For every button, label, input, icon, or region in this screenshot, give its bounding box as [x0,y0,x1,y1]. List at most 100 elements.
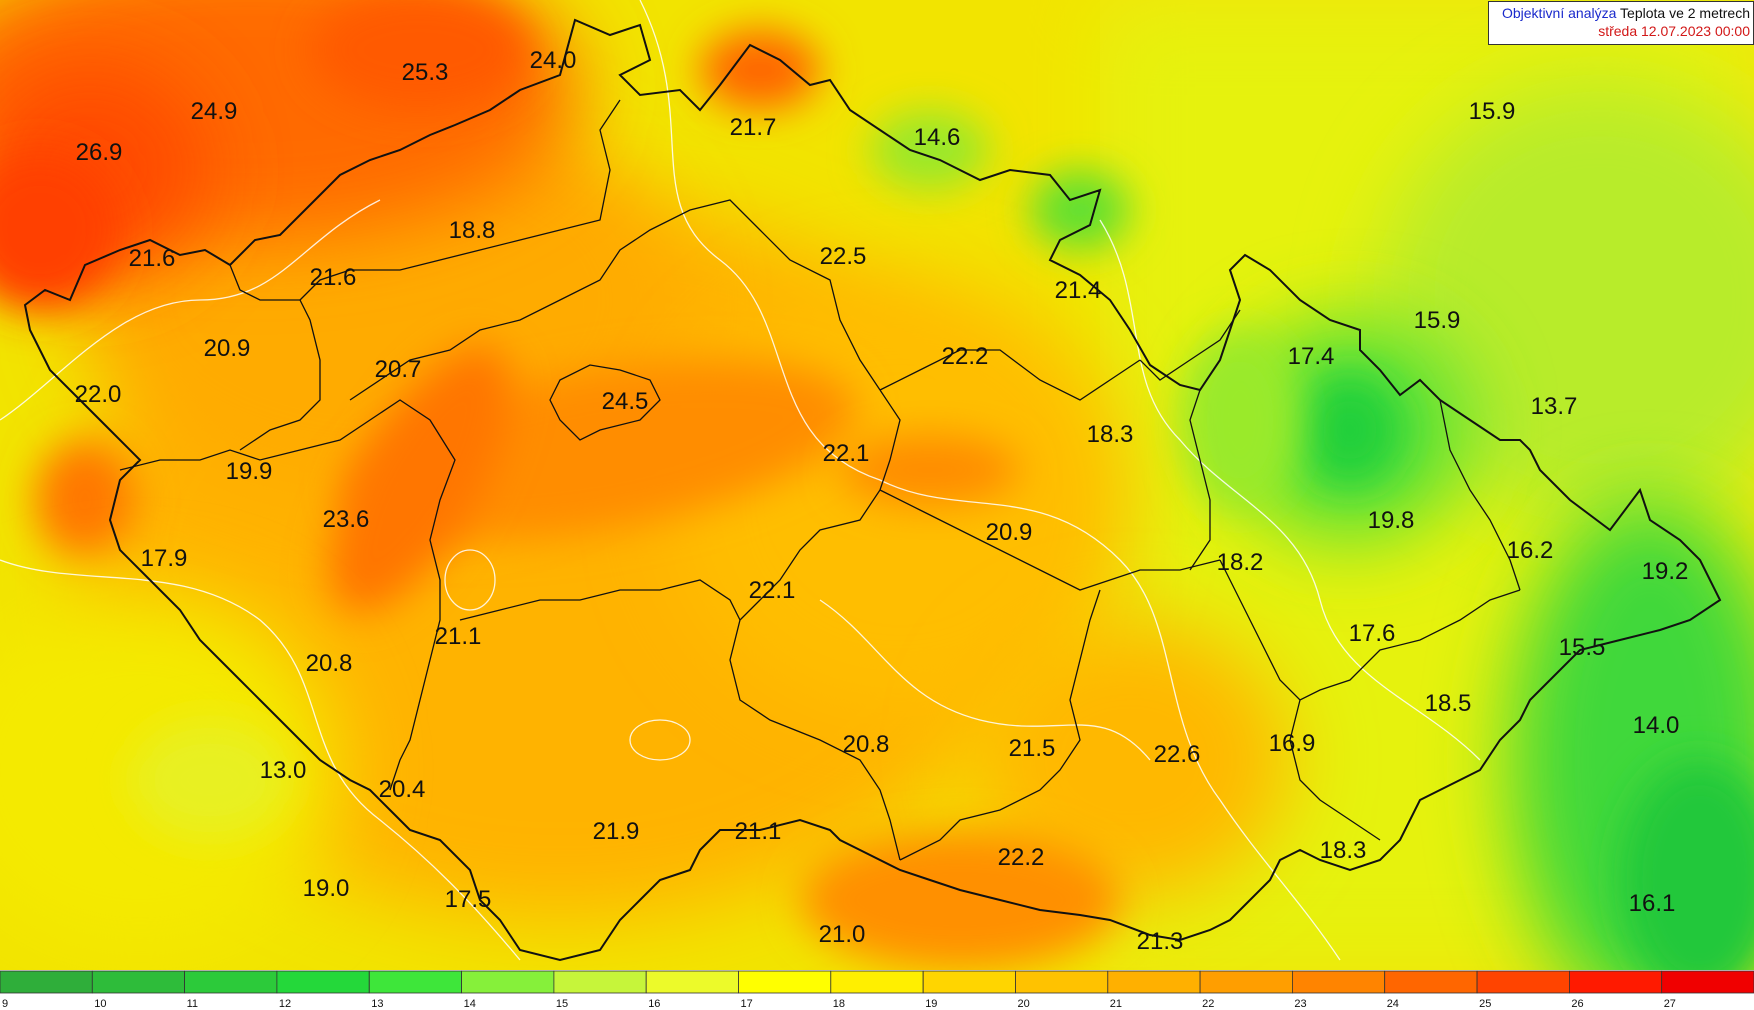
temperature-map: 25.3 24.0 24.9 26.9 21.7 14.6 15.9 18.8 22.5 21.6… [0,0,1754,970]
temperature-label: 15.9 [1414,307,1461,334]
legend-swatch [368,970,462,994]
temperature-label: 22.0 [75,381,122,408]
isotherms [0,0,1481,961]
temperature-label: 17.5 [445,886,492,913]
legend-swatch [276,970,370,994]
legend-tick-label: 12 [279,998,291,1010]
temperature-label: 22.6 [1154,741,1201,768]
temperature-label: 14.6 [914,124,961,151]
temperature-label: 17.9 [141,545,188,572]
temperature-label: 13.0 [260,757,307,784]
legend-swatch [553,970,647,994]
temperature-label: 18.3 [1320,837,1367,864]
legend-swatch [1384,970,1478,994]
country-border [23,18,1722,962]
legend-swatch [645,970,739,994]
temperature-labels: 25.3 24.0 24.9 26.9 21.7 14.6 15.9 18.8 22.5 21.6… [75,47,1689,955]
legend-swatch [1569,970,1663,994]
temperature-label: 23.6 [323,506,370,533]
region-borders [119,99,1521,861]
temperature-label: 21.4 [1055,277,1102,304]
color-legend: 9 10 11 12 13 14 15 16 17 18 19 20 21 22 23 24 25 26 27 [0,970,1754,1010]
legend-tick-label: 24 [1387,998,1399,1010]
temperature-label: 19.8 [1368,507,1415,534]
legend-swatch [91,970,186,994]
temperature-label: 17.6 [1349,620,1396,647]
temperature-label: 15.9 [1469,98,1516,125]
temperature-label: 20.4 [379,776,426,803]
legend-tick-label: 10 [94,998,106,1010]
temperature-label: 17.4 [1288,343,1335,370]
temperature-label: 21.1 [435,623,482,650]
temperature-label: 20.9 [204,335,251,362]
legend-swatch [922,970,1016,994]
temperature-label: 22.1 [749,577,796,604]
temperature-label: 22.1 [823,440,870,467]
legend-swatch [1107,970,1201,994]
temperature-label: 24.9 [191,98,238,125]
title-datetime: středa 12.07.2023 00:00 [1598,23,1750,39]
temperature-label: 22.2 [998,844,1045,871]
temperature-label: 21.7 [730,114,777,141]
legend-swatch [738,970,832,994]
temperature-label: 18.3 [1087,421,1134,448]
temperature-label: 24.5 [602,388,649,415]
legend-tick-label: 19 [925,998,937,1010]
legend-tick-label: 15 [556,998,568,1010]
legend-tick-label: 27 [1664,998,1676,1010]
legend-tick-label: 23 [1294,998,1306,1010]
temperature-label: 18.2 [1217,549,1264,576]
legend-swatch [1015,970,1109,994]
temperature-label: 20.8 [306,650,353,677]
temperature-label: 16.2 [1507,537,1554,564]
map-title-box: Objektivní analýza Teplota ve 2 metrech … [1488,1,1754,45]
temperature-label: 21.6 [129,245,176,272]
temperature-label: 21.1 [735,818,782,845]
temperature-label: 26.9 [76,139,123,166]
temperature-label: 20.9 [986,519,1033,546]
borders [23,18,1722,962]
legend-swatch [1476,970,1570,994]
legend-tick-label: 11 [187,998,198,1010]
legend-tick-label: 21 [1110,998,1122,1010]
legend-tick-label: 25 [1479,998,1491,1010]
temperature-label: 19.9 [226,458,273,485]
legend-tick-label: 26 [1571,998,1583,1010]
temperature-label: 21.6 [310,264,357,291]
temperature-label: 19.2 [1642,558,1689,585]
temperature-label: 18.5 [1425,690,1472,717]
legend-swatch [0,970,93,994]
legend-swatch [1292,970,1386,994]
legend-tick-label: 17 [741,998,753,1010]
temperature-label: 24.0 [530,47,577,74]
temperature-label: 21.9 [593,818,640,845]
temperature-field [0,0,1754,970]
legend-tick-label: 16 [648,998,660,1010]
temperature-label: 16.9 [1269,730,1316,757]
temperature-label: 22.2 [942,343,989,370]
temperature-label: 13.7 [1531,393,1578,420]
temperature-label: 18.8 [449,217,496,244]
legend-swatch [1199,970,1293,994]
title-variable: Teplota ve 2 metrech [1620,5,1750,21]
legend-tick-label: 9 [2,998,8,1010]
legend-tick-label: 14 [464,998,476,1010]
legend-swatch [830,970,924,994]
temperature-label: 14.0 [1633,712,1680,739]
legend-swatch [184,970,278,994]
legend-tick-label: 18 [833,998,845,1010]
temperature-label: 22.5 [820,243,867,270]
legend-swatch [461,970,555,994]
temperature-label: 15.5 [1559,634,1606,661]
legend-swatch [1661,970,1754,994]
temperature-label: 25.3 [402,59,449,86]
temperature-label: 20.7 [375,356,422,383]
title-prefix: Objektivní analýza [1501,5,1617,21]
legend-tick-label: 22 [1202,998,1214,1010]
legend-tick-label: 13 [371,998,383,1010]
temperature-label: 20.8 [843,731,890,758]
legend-tick-label: 20 [1018,998,1030,1010]
legend-swatches: 9 10 11 12 13 14 15 16 17 18 19 20 21 22 23 24 25 26 27 [0,970,1754,1010]
temperature-label: 19.0 [303,875,350,902]
temperature-label: 21.5 [1009,735,1056,762]
